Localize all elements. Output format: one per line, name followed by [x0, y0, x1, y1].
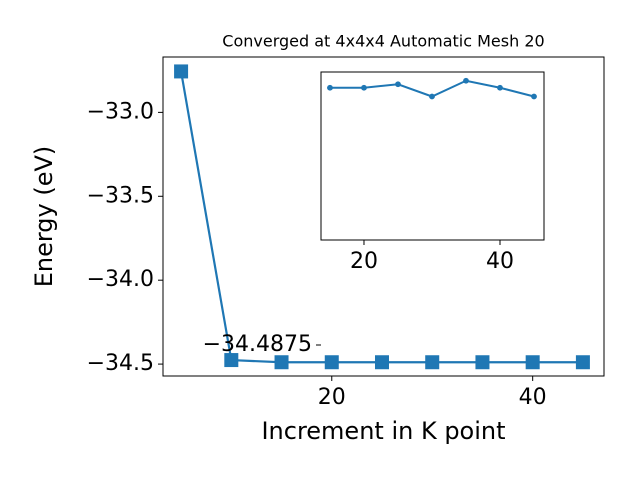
plot-area: [321, 72, 544, 240]
x-tick-label: 40: [486, 249, 514, 274]
y-tick-label: −34.4875: [203, 332, 312, 357]
x-tick-label: 20: [318, 385, 346, 410]
marker: [475, 355, 490, 370]
y-tick-label: −34.5: [87, 351, 154, 376]
x-axis-label: Increment in K point: [261, 417, 505, 445]
y-tick-label: −33.0: [87, 99, 154, 124]
y-tick-label: −33.5: [87, 183, 154, 208]
marker: [361, 84, 367, 91]
marker: [463, 77, 469, 84]
marker: [425, 355, 440, 370]
marker: [324, 355, 339, 370]
chart-title: Converged at 4x4x4 Automatic Mesh 20: [222, 32, 544, 51]
axes-frame: [320, 71, 545, 241]
marker: [497, 84, 503, 91]
axes-frame: [162, 56, 605, 377]
y-axis-label: Energy (eV): [30, 146, 58, 288]
marker: [274, 355, 289, 370]
marker: [395, 81, 401, 88]
marker: [374, 355, 389, 370]
marker: [429, 93, 435, 100]
marker: [174, 64, 189, 79]
x-tick-label: 40: [519, 385, 547, 410]
x-tick-label: 20: [350, 249, 378, 274]
marker: [531, 93, 537, 100]
marker: [327, 84, 333, 91]
marker: [525, 355, 540, 370]
marker: [224, 353, 239, 368]
y-tick-label: −34.0: [87, 267, 154, 292]
marker: [575, 355, 590, 370]
